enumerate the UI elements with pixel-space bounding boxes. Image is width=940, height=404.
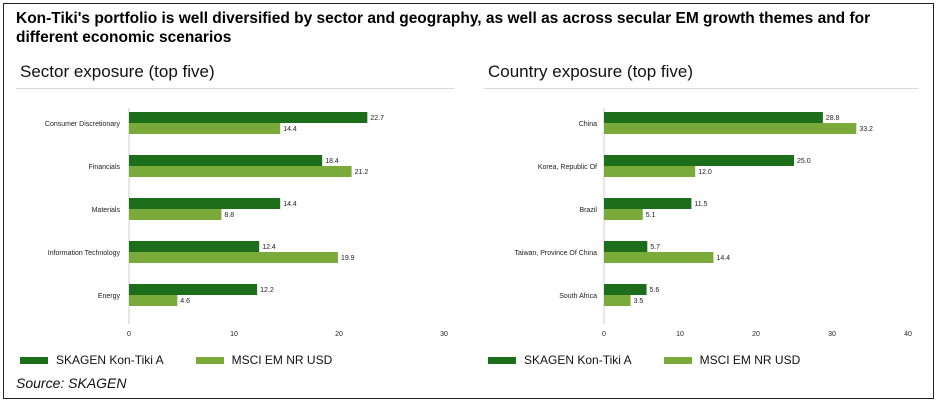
legend-item-benchmark: MSCI EM NR USD <box>195 353 333 367</box>
sector-bar-fund <box>129 198 281 209</box>
country-bar-benchmark <box>604 166 696 177</box>
country-bar-benchmark <box>604 295 631 306</box>
sector-data-label-fund: 12.4 <box>262 244 276 251</box>
country-bar-fund <box>604 155 794 166</box>
country-category-label: Taiwan, Province Of China <box>515 250 598 257</box>
country-data-label-fund: 25.0 <box>797 158 811 165</box>
sector-x-tick-label: 10 <box>230 331 238 338</box>
sector-bar-fund <box>129 112 368 123</box>
country-data-label-fund: 28.8 <box>826 115 840 122</box>
country-data-label-benchmark: 14.4 <box>716 255 730 262</box>
country-title-rule <box>484 88 918 89</box>
sector-bar-fund <box>129 241 260 252</box>
legend-swatch-benchmark <box>663 356 692 364</box>
country-x-tick-label: 30 <box>828 331 836 338</box>
country-bar-fund <box>604 112 823 123</box>
legend-item-fund: SKAGEN Kon-Tiki A <box>488 353 632 367</box>
country-category-label: China <box>579 121 597 128</box>
sector-data-label-benchmark: 19.9 <box>341 255 355 262</box>
country-bar-benchmark <box>604 209 643 220</box>
sector-category-label: Consumer Discretionary <box>45 121 121 128</box>
source-note: Source: SKAGEN <box>16 375 127 391</box>
sector-chart-title: Sector exposure (top five) <box>20 62 215 81</box>
sector-data-label-benchmark: 14.4 <box>283 126 297 133</box>
country-category-label: Korea, Republic Of <box>538 164 597 171</box>
sector-data-label-fund: 18.4 <box>325 158 339 165</box>
country-data-label-fund: 5.7 <box>650 244 660 251</box>
sector-data-label-fund: 12.2 <box>260 287 274 294</box>
sector-bar-fund <box>129 284 258 295</box>
sector-category-label: Information Technology <box>48 250 121 257</box>
sector-data-label-fund: 14.4 <box>283 201 297 208</box>
legend-label-fund: SKAGEN Kon-Tiki A <box>56 353 164 367</box>
sector-x-tick-label: 20 <box>335 331 343 338</box>
country-bar-benchmark <box>604 252 714 263</box>
country-x-tick-label: 0 <box>602 331 606 338</box>
country-bar-benchmark <box>604 123 857 134</box>
sector-category-label: Financials <box>88 164 120 171</box>
sector-legend: SKAGEN Kon-Tiki A MSCI EM NR USD <box>20 353 364 367</box>
country-x-tick-label: 10 <box>676 331 684 338</box>
country-data-label-benchmark: 5.1 <box>646 212 656 219</box>
country-data-label-fund: 5.6 <box>650 287 660 294</box>
sector-bar-benchmark <box>129 209 222 220</box>
sector-x-tick-label: 30 <box>440 331 448 338</box>
country-bar-fund <box>604 241 648 252</box>
country-bar-fund <box>604 198 692 209</box>
sector-bar-benchmark <box>129 123 281 134</box>
sector-bar-fund <box>129 155 323 166</box>
legend-item-fund: SKAGEN Kon-Tiki A <box>20 353 164 367</box>
country-x-tick-label: 40 <box>904 331 912 338</box>
sector-category-label: Materials <box>92 207 121 214</box>
legend-swatch-fund <box>488 356 516 364</box>
country-legend: SKAGEN Kon-Tiki A MSCI EM NR USD <box>488 353 832 367</box>
country-category-label: South Africa <box>559 293 597 300</box>
country-x-tick-label: 20 <box>752 331 760 338</box>
sector-data-label-benchmark: 4.6 <box>180 298 190 305</box>
legend-label-fund: SKAGEN Kon-Tiki A <box>524 353 632 367</box>
country-category-label: Brazil <box>579 207 597 214</box>
country-data-label-benchmark: 12.0 <box>698 169 712 176</box>
sector-data-label-benchmark: 21.2 <box>355 169 369 176</box>
headline: Kon-Tiki's portfolio is well diversified… <box>16 10 871 46</box>
legend-swatch-fund <box>20 356 48 364</box>
sector-category-label: Energy <box>98 293 121 300</box>
sector-bar-benchmark <box>129 252 338 263</box>
sector-title-rule <box>16 88 454 89</box>
sector-data-label-fund: 22.7 <box>370 115 384 122</box>
country-data-label-fund: 11.5 <box>694 201 707 208</box>
sector-bar-benchmark <box>129 166 352 177</box>
sector-data-label-benchmark: 8.8 <box>224 212 234 219</box>
country-data-label-benchmark: 33.2 <box>859 126 873 133</box>
country-bar-fund <box>604 284 647 295</box>
legend-swatch-benchmark <box>195 356 224 364</box>
country-data-label-benchmark: 3.5 <box>634 298 644 305</box>
country-chart-title: Country exposure (top five) <box>488 62 694 81</box>
legend-label-benchmark: MSCI EM NR USD <box>699 353 801 367</box>
legend-label-benchmark: MSCI EM NR USD <box>231 353 333 367</box>
legend-item-benchmark: MSCI EM NR USD <box>663 353 801 367</box>
sector-x-tick-label: 0 <box>127 331 131 338</box>
sector-bar-benchmark <box>129 295 178 306</box>
